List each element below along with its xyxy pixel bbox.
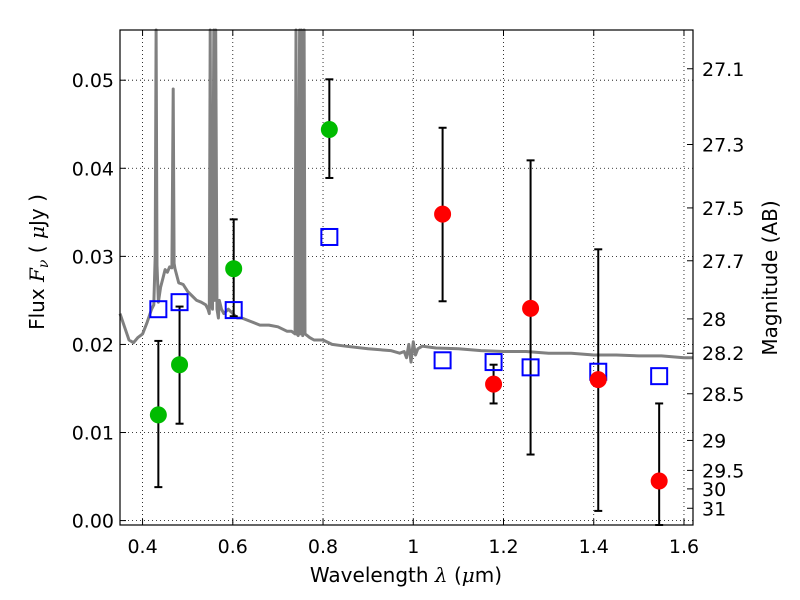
y-tick-label: 0.03 <box>72 246 114 268</box>
observed-point <box>320 121 338 139</box>
x-tick-label: 1.6 <box>669 536 699 558</box>
data-markers <box>149 121 669 490</box>
grid <box>120 30 693 525</box>
y-tick-label: 0.02 <box>72 334 114 356</box>
y2-axis-label: Magnitude (AB) <box>758 200 782 355</box>
x-tick-label: 0.8 <box>308 536 338 558</box>
y2-tick-label: 27.5 <box>702 198 744 220</box>
y2-tick-label: 29 <box>702 430 726 452</box>
y2-tick-label: 28 <box>702 309 726 331</box>
observed-point <box>171 356 189 374</box>
x-tick-label: 0.6 <box>218 536 248 558</box>
y2-tick-label: 27.3 <box>702 135 744 157</box>
y2-tick-label: 30 <box>702 479 726 501</box>
model-point <box>433 351 452 370</box>
x-axis: 0.4 0.6 0.8 1 1.2 1.4 1.6 <box>127 30 699 558</box>
observed-point <box>522 299 540 317</box>
plot-frame <box>119 29 694 526</box>
model-point <box>484 353 503 372</box>
model-point <box>224 301 243 320</box>
x-tick-label: 1.2 <box>488 536 518 558</box>
y2-tick-label: 28.2 <box>702 343 744 365</box>
y-axis-label: Flux Fν ( μJy ) <box>25 194 52 330</box>
x-axis-label: Wavelength λ (μm) <box>310 563 502 587</box>
model-point <box>320 227 339 246</box>
observed-point <box>434 205 452 223</box>
observed-point <box>149 406 167 424</box>
y-axis: 0.00 0.01 0.02 0.03 0.04 0.05 <box>72 70 126 533</box>
y2-tick-label: 27.1 <box>702 59 744 81</box>
observed-point <box>225 260 243 278</box>
observed-point <box>485 375 503 393</box>
y2-tick-label: 31 <box>702 498 726 520</box>
x-tick-label: 0.4 <box>127 536 157 558</box>
x-tick-label: 1 <box>407 536 419 558</box>
observed-point <box>589 371 607 389</box>
y-tick-label: 0.04 <box>72 158 114 180</box>
y-tick-label: 0.05 <box>72 70 114 92</box>
y2-tick-label: 29.5 <box>702 460 744 482</box>
model-point <box>149 300 168 319</box>
y-tick-label: 0.01 <box>72 423 114 445</box>
model-point <box>521 358 540 377</box>
y2-tick-label: 28.5 <box>702 384 744 406</box>
y-tick-label: 0.00 <box>72 511 114 533</box>
x-tick-label: 1.4 <box>579 536 609 558</box>
model-point <box>170 293 189 312</box>
model-point <box>650 367 669 386</box>
y2-tick-label: 27.7 <box>702 251 744 273</box>
observed-point <box>650 472 668 490</box>
